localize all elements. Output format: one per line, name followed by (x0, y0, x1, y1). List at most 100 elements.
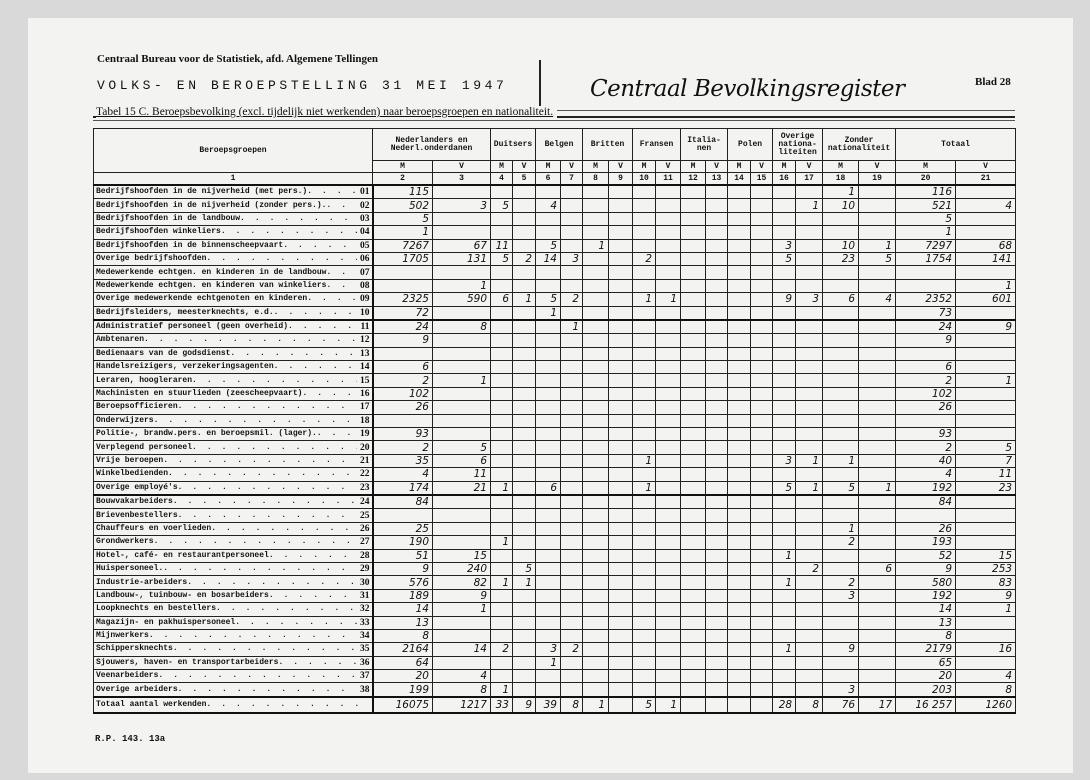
cell-value (772, 588, 797, 604)
cell-value: 2 (372, 373, 433, 388)
cell-value: 5 (822, 480, 860, 496)
occupation-label: Magazijn- en pakhuispersoneel (96, 617, 236, 627)
cell-value (655, 184, 682, 200)
cell-value (858, 373, 897, 388)
cell-value: 10 (822, 238, 860, 253)
cell-value (535, 440, 561, 455)
cell-value (490, 453, 513, 469)
cell-value (560, 548, 583, 563)
cell-value (727, 561, 752, 577)
cell-value: 8 (432, 318, 491, 335)
cell-value (607, 548, 634, 563)
row-label: Overige employé's . . . . . . . . . . . … (93, 480, 374, 496)
cell-value (680, 655, 707, 671)
cell-value (680, 493, 707, 510)
cell-value: 33 (490, 695, 513, 714)
cell-value (795, 238, 824, 253)
cell-value (858, 521, 897, 537)
cell-value (822, 628, 860, 644)
column-number: 16 (772, 172, 797, 186)
row-code: 31 (360, 590, 370, 601)
cell-value (490, 305, 513, 321)
cell-value (955, 628, 1017, 644)
cell-value (607, 628, 634, 644)
cell-value: 93 (372, 427, 433, 442)
cell-value: 9 (512, 695, 536, 714)
cell-value (858, 360, 897, 375)
column-group-header: Fransen (632, 128, 682, 161)
cell-value (432, 225, 491, 240)
table-row: Overige bedrijfshoofden . . . . . . . . … (93, 251, 1017, 267)
cell-value (772, 440, 797, 455)
cell-value: 5 (535, 238, 561, 253)
cell-value (655, 198, 682, 213)
cell-value (582, 493, 609, 510)
cell-value: 7 (955, 453, 1017, 469)
cell-value (727, 602, 752, 617)
cell-value (858, 642, 897, 657)
cell-value (705, 440, 729, 455)
cell-value (705, 305, 729, 321)
cell-value (607, 575, 634, 590)
cell-value (535, 521, 561, 537)
cell-value (535, 211, 561, 227)
cell-value (535, 225, 561, 240)
cell-value (560, 184, 583, 200)
cell-value (582, 265, 609, 280)
cell-value (727, 305, 752, 321)
cell-value (560, 400, 583, 415)
cell-value (750, 386, 774, 402)
cell-value (727, 278, 752, 294)
cell-value (582, 669, 609, 684)
cell-value: 4 (432, 669, 491, 684)
census-title: VOLKS- EN BEROEPSTELLING 31 MEI 1947 (97, 78, 508, 93)
cell-value: 5 (955, 440, 1017, 455)
cell-value (727, 400, 752, 415)
cell-value (822, 669, 860, 684)
table-row: Beroepsofficieren . . . . . . . . . . . … (93, 400, 1017, 415)
table-row: Bedrijfshoofden in de nijverheid (met pe… (93, 184, 1017, 200)
cell-value (607, 642, 634, 657)
cell-value (705, 400, 729, 415)
cell-value (432, 211, 491, 227)
cell-value: 1 (655, 695, 682, 714)
cell-value (655, 360, 682, 375)
cell-value (705, 628, 729, 644)
cell-value: 1217 (432, 695, 491, 714)
cell-value (750, 360, 774, 375)
cell-value: 1 (955, 602, 1017, 617)
column-number: 3 (432, 172, 491, 186)
cell-value (858, 615, 897, 630)
cell-value: 1 (822, 521, 860, 537)
cell-value (822, 400, 860, 415)
table-row: Overige medewerkende echtgenoten en kind… (93, 292, 1017, 307)
cell-value (512, 305, 536, 321)
cell-value: 72 (372, 305, 433, 321)
cell-value (727, 642, 752, 657)
cell-value (632, 508, 657, 523)
row-code: 38 (360, 684, 370, 695)
dot-leader: . . . . . . . . . . . . . . . . . . . . … (144, 335, 357, 345)
cell-value (655, 305, 682, 321)
cell-value: 65 (895, 655, 957, 671)
dot-leader: . . . . . . . . . . . . . . . . . . . . … (316, 429, 357, 439)
cell-value: 6 (432, 453, 491, 469)
cell-value: 16075 (372, 695, 433, 714)
cell-value (490, 521, 513, 537)
cell-value: 24 (372, 318, 433, 335)
table-row: Handelsreizigers, verzekeringsagenten . … (93, 360, 1017, 375)
cell-value (607, 360, 634, 375)
cell-value (655, 493, 682, 510)
cell-value (632, 278, 657, 294)
cell-value: 4 (858, 292, 897, 307)
cell-value: 2179 (895, 642, 957, 657)
cell-value (680, 292, 707, 307)
row-code: 16 (360, 389, 370, 400)
cell-value (560, 427, 583, 442)
cell-value (607, 292, 634, 307)
occupation-label: Politie-, brandw.pers. en beroepsmil. (l… (96, 429, 317, 439)
dot-leader: . . . . . . . . . . . . . . . . . . . . … (278, 657, 357, 667)
cell-value: 8 (432, 682, 491, 698)
cell-value: 1 (795, 480, 824, 496)
occupation-label: Bedrijfshoofden in de landbouw (96, 213, 241, 223)
